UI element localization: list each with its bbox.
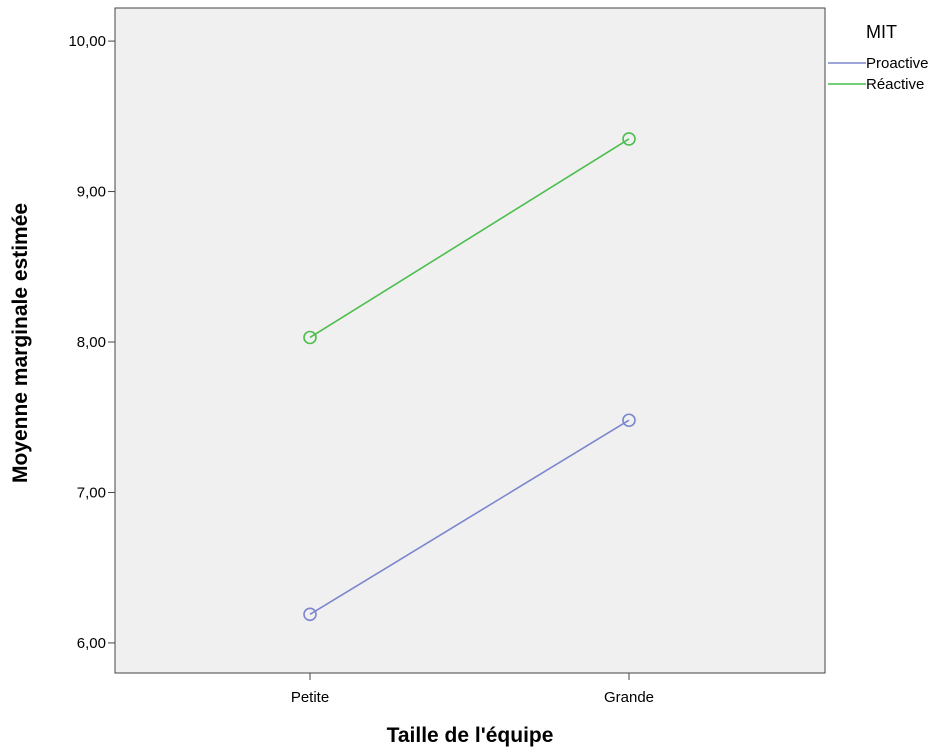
x-tick-label: Grande (604, 689, 654, 706)
y-tick-label: 9,00 (77, 184, 106, 201)
data-point (303, 607, 317, 622)
data-point (622, 413, 636, 428)
y-tick-label: 7,00 (77, 484, 106, 501)
legend-label: Réactive (866, 76, 924, 93)
data-point (622, 132, 636, 146)
series-line (309, 419, 630, 616)
y-axis-title: Moyenne marginale estimée (9, 203, 32, 483)
data-point (303, 330, 317, 345)
y-tick-label: 10,00 (68, 33, 106, 50)
x-axis-title: Taille de l'équipe (387, 724, 554, 747)
legend-label: Proactive (866, 55, 929, 72)
plot-layer: 6,00 7,00 8,00 9,00 10,00 Petite Grande (68, 7, 826, 706)
plot-area (114, 7, 826, 674)
legend-title: MIT (866, 22, 897, 42)
y-tick-label: 8,00 (77, 334, 106, 351)
legend: MIT Proactive Réactive (828, 22, 929, 93)
y-tick-label: 6,00 (77, 635, 106, 652)
x-tick-label: Petite (291, 689, 329, 706)
series-line (309, 138, 630, 339)
